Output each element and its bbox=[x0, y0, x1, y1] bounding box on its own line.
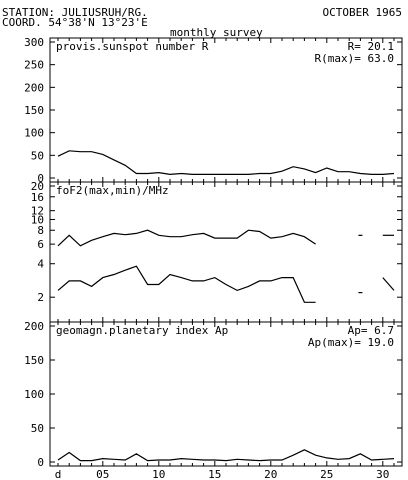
y-tick-label-0-0: 0 bbox=[37, 172, 44, 185]
y-tick-label-0-2: 100 bbox=[24, 127, 44, 140]
stat-mean-2: Ap= 6.7 bbox=[348, 324, 394, 337]
y-tick-label-1-4: 10 bbox=[31, 213, 44, 226]
x-tick-label-4: 20 bbox=[264, 468, 277, 480]
stat-mean-0: R= 20.1 bbox=[348, 40, 394, 53]
panel-title-2: geomagn.planetary index Ap bbox=[56, 324, 228, 337]
x-tick-label-2: 10 bbox=[152, 468, 165, 480]
y-tick-label-2-4: 200 bbox=[24, 320, 44, 333]
y-tick-label-1-6: 16 bbox=[31, 191, 44, 204]
panel-frame-1 bbox=[49, 181, 403, 323]
stat-max-2: Ap(max)= 19.0 bbox=[308, 336, 394, 349]
x-tick-label-0: d bbox=[55, 468, 62, 480]
station-label: STATION: JULIUSRUH/RG. bbox=[2, 6, 148, 19]
series-1-1-line-0 bbox=[57, 265, 316, 303]
y-tick-label-0-5: 250 bbox=[24, 59, 44, 72]
series-2-0-line-0 bbox=[57, 449, 395, 462]
x-tick-label-3: 15 bbox=[208, 468, 221, 480]
panel-title-1: foF2(max,min)/MHz bbox=[56, 184, 169, 197]
coord-label: COORD. 54°38'N 13°23'E bbox=[2, 16, 148, 29]
y-tick-label-1-2: 6 bbox=[37, 238, 44, 251]
x-tick-label-1: 05 bbox=[96, 468, 109, 480]
y-tick-label-1-1: 4 bbox=[37, 258, 44, 271]
survey-subtitle: monthly survey bbox=[170, 26, 263, 39]
y-tick-label-0-3: 150 bbox=[24, 104, 44, 117]
panel-title-0: provis.sunspot number R bbox=[56, 40, 209, 53]
y-tick-label-0-6: 300 bbox=[24, 36, 44, 49]
y-tick-label-2-1: 50 bbox=[31, 422, 44, 435]
month-label: OCTOBER 1965 bbox=[322, 6, 402, 19]
series-0-0-line-0 bbox=[57, 150, 395, 176]
series-1-0-line-0 bbox=[57, 229, 316, 247]
y-tick-label-1-0: 2 bbox=[37, 291, 44, 304]
y-tick-label-1-7: 20 bbox=[31, 180, 44, 193]
y-tick-label-1-5: 12 bbox=[31, 205, 44, 218]
series-1-1-line-2 bbox=[382, 277, 395, 291]
y-tick-label-2-0: 0 bbox=[37, 456, 44, 469]
y-tick-label-2-3: 150 bbox=[24, 354, 44, 367]
y-tick-label-0-1: 50 bbox=[31, 149, 44, 162]
x-tick-label-6: 30 bbox=[376, 468, 389, 480]
y-tick-label-2-2: 100 bbox=[24, 388, 44, 401]
stat-max-0: R(max)= 63.0 bbox=[315, 52, 394, 65]
y-tick-label-0-4: 200 bbox=[24, 81, 44, 94]
x-tick-label-5: 25 bbox=[320, 468, 333, 480]
y-tick-label-1-3: 8 bbox=[37, 224, 44, 237]
